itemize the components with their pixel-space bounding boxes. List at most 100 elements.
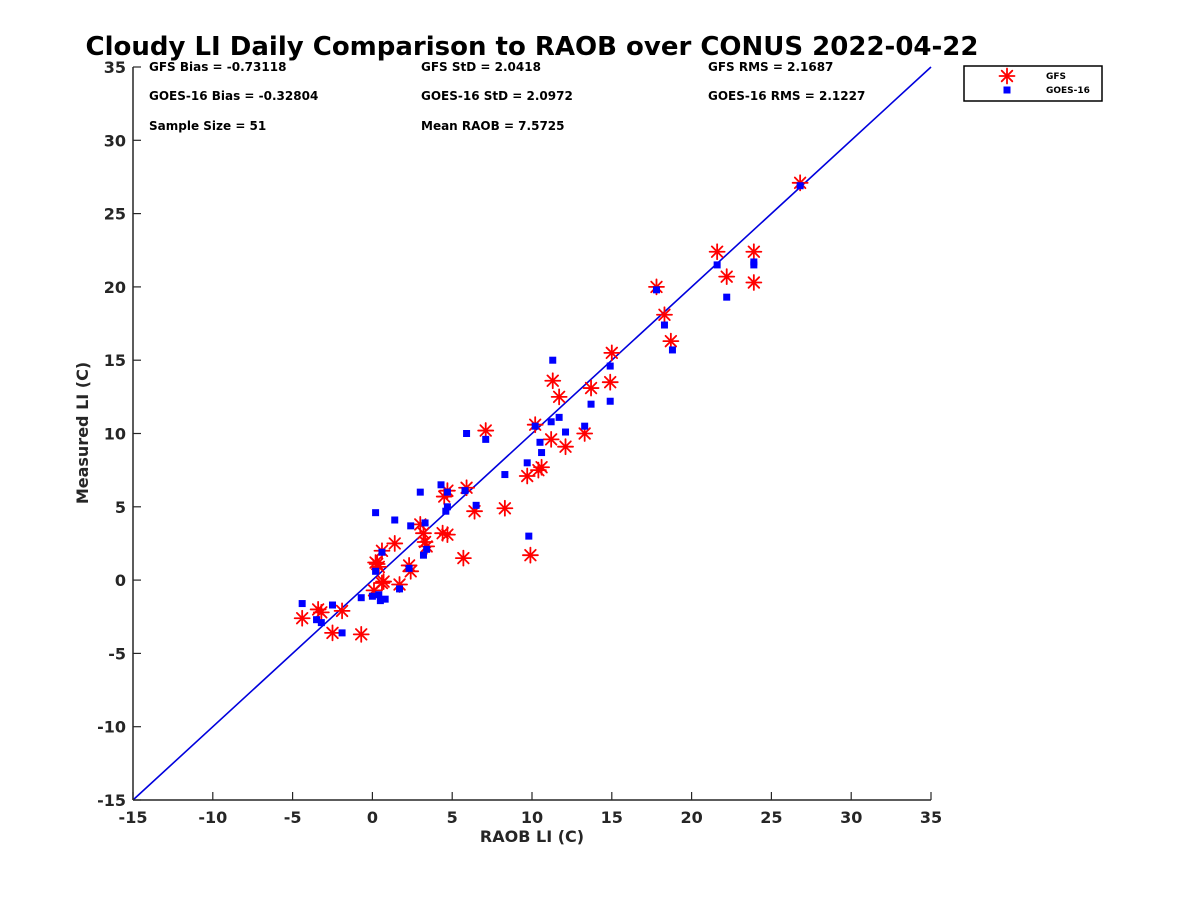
- goes16-point: [368, 592, 376, 600]
- x-axis-label: RAOB LI (C): [480, 827, 584, 846]
- goes16-point: [538, 449, 546, 457]
- goes16-series: [298, 182, 804, 637]
- goes16-point: [461, 487, 469, 495]
- chart-title: Cloudy LI Daily Comparison to RAOB over …: [86, 32, 979, 62]
- goes16-point: [652, 286, 660, 294]
- gfs-point: [454, 549, 472, 567]
- goes16-point: [523, 459, 531, 467]
- stat-annotation: GFS StD = 2.0418: [421, 60, 541, 74]
- gfs-point: [550, 388, 568, 406]
- stat-annotation: GOES-16 RMS = 2.1227: [708, 89, 865, 103]
- goes16-point: [437, 481, 445, 489]
- stat-annotation: Sample Size = 51: [149, 119, 266, 133]
- gfs-point: [542, 430, 560, 448]
- gfs-point: [324, 624, 341, 642]
- stat-annotation: GFS RMS = 2.1687: [708, 60, 833, 74]
- goes16-point: [329, 601, 336, 609]
- x-tick-label: -10: [198, 808, 227, 827]
- goes16-point: [668, 346, 676, 354]
- goes16-point: [472, 501, 480, 509]
- goes16-point: [581, 422, 589, 430]
- x-tick-label: 5: [447, 808, 458, 827]
- y-tick-label: -5: [108, 644, 126, 663]
- gfs-series: [293, 174, 809, 643]
- goes16-point: [381, 595, 389, 603]
- x-tick-label: 10: [521, 808, 543, 827]
- y-tick-label: 30: [104, 131, 126, 150]
- goes16-point: [562, 428, 570, 436]
- goes16-point: [298, 600, 306, 608]
- stats-annotations: GFS Bias = -0.73118 GFS StD = 2.0418 GFS R…: [149, 60, 865, 133]
- y-tick-label: 10: [104, 425, 126, 444]
- goes16-point: [416, 488, 424, 496]
- legend: GFS GOES-16: [963, 65, 1103, 102]
- legend-square-icon: [1003, 86, 1011, 94]
- goes16-point: [482, 435, 490, 443]
- x-tick-label: 0: [367, 808, 378, 827]
- goes16-point: [338, 629, 346, 637]
- goes16-point: [796, 182, 804, 190]
- goes16-point: [376, 597, 384, 605]
- legend-box: [963, 65, 1103, 102]
- y-axis-label: Measured LI (C): [73, 362, 92, 504]
- goes16-point: [443, 503, 451, 511]
- gfs-point: [718, 268, 736, 286]
- goes16-point: [547, 418, 555, 426]
- gfs-point: [745, 243, 763, 261]
- x-tick-label: 15: [601, 808, 623, 827]
- goes16-point: [549, 356, 557, 364]
- legend-goes16-label: GOES-16: [1046, 86, 1090, 96]
- gfs-point: [333, 602, 351, 620]
- goes16-point: [378, 548, 386, 556]
- x-tick-label: 20: [680, 808, 702, 827]
- goes16-point: [391, 516, 399, 524]
- y-tick-label: 0: [115, 571, 126, 590]
- goes16-point: [419, 551, 427, 559]
- x-tick-label: -5: [284, 808, 302, 827]
- axes: -15 -10 -5 0 5 10 15 20 25 30 35 -15 -10 -5 0 5 10 15 20 25…: [97, 58, 942, 827]
- gfs-point: [496, 499, 514, 517]
- goes16-point: [375, 591, 383, 599]
- gfs-point: [601, 373, 619, 391]
- gfs-point: [603, 344, 621, 362]
- gfs-point: [656, 306, 673, 324]
- goes16-point: [555, 413, 563, 421]
- goes16-point: [423, 545, 431, 553]
- goes16-point: [501, 471, 509, 479]
- gfs-point: [518, 467, 536, 485]
- y-tick-label: 35: [104, 58, 126, 77]
- goes16-point: [317, 619, 325, 627]
- gfs-point: [745, 274, 763, 291]
- gfs-point: [662, 332, 680, 350]
- gfs-point: [582, 379, 600, 397]
- x-tick-label: 30: [840, 808, 862, 827]
- goes16-point: [407, 522, 415, 530]
- goes16-point: [660, 321, 668, 329]
- goes16-point: [525, 532, 533, 540]
- x-tick-label: 35: [920, 808, 942, 827]
- goes16-point: [750, 261, 758, 269]
- gfs-point: [477, 422, 495, 439]
- goes16-point: [313, 616, 321, 624]
- x-tick-label: 25: [760, 808, 782, 827]
- goes16-point: [357, 594, 365, 602]
- gfs-point: [386, 535, 404, 552]
- goes16-point: [421, 519, 429, 527]
- gfs-point: [533, 458, 550, 476]
- stat-annotation: GOES-16 Bias = -0.32804: [149, 89, 318, 103]
- goes16-point: [372, 567, 380, 575]
- y-tick-label: 5: [115, 498, 126, 517]
- legend-asterisk-icon: [998, 67, 1016, 85]
- gfs-point: [522, 546, 539, 564]
- gfs-point: [293, 609, 311, 627]
- stat-annotation: Mean RAOB = 7.5725: [421, 119, 565, 133]
- y-tick-label: -15: [97, 791, 126, 810]
- goes16-point: [587, 400, 595, 408]
- legend-gfs-marker: [998, 67, 1016, 85]
- goes16-point: [372, 509, 380, 517]
- gfs-point: [708, 243, 726, 261]
- goes16-point: [606, 397, 614, 405]
- goes16-point: [405, 564, 413, 572]
- y-tick-label: 25: [104, 205, 126, 224]
